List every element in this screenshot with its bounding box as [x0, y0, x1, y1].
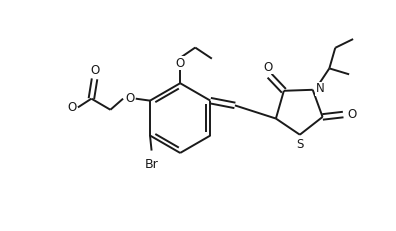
Text: O: O	[347, 108, 356, 121]
Text: O: O	[126, 92, 135, 105]
Text: Br: Br	[145, 158, 158, 171]
Text: O: O	[175, 57, 185, 70]
Text: N: N	[316, 82, 325, 95]
Text: O: O	[91, 64, 100, 77]
Text: O: O	[263, 61, 273, 73]
Text: O: O	[67, 101, 76, 114]
Text: S: S	[296, 138, 303, 151]
